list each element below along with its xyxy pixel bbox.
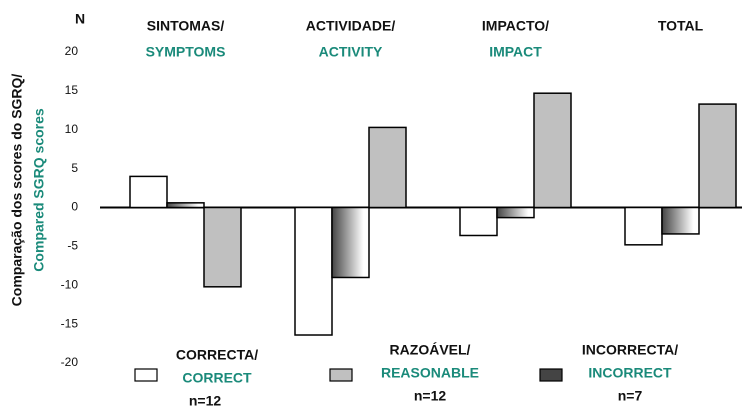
y-tick-label: -15 — [61, 316, 79, 330]
bar — [459, 206, 498, 237]
group-label: IMPACT — [489, 44, 542, 60]
legend-n: n=12 — [414, 388, 447, 404]
y-tick-label: -5 — [67, 239, 78, 253]
bar — [331, 206, 370, 279]
group-label: SINTOMAS/ — [147, 18, 225, 34]
y-tick-label: -20 — [61, 355, 79, 369]
bar — [203, 206, 242, 288]
y-unit: N — [75, 11, 85, 27]
legend-swatch — [539, 368, 563, 382]
y-tick-label: 20 — [65, 44, 79, 58]
legend-label: INCORRECT — [588, 365, 672, 381]
y-axis-label: Comparação dos scores do SGRQ/ — [9, 74, 25, 307]
y-tick-label: 10 — [65, 122, 79, 136]
bar — [624, 206, 663, 246]
bar — [533, 92, 572, 209]
legend-label: CORRECTA/ — [176, 347, 258, 363]
bar — [129, 175, 168, 209]
legend-label: INCORRECTA/ — [582, 342, 678, 358]
group-label: TOTAL — [658, 18, 704, 34]
legend-label: RAZOÁVEL/ — [390, 342, 471, 358]
y-tick-label: 5 — [71, 161, 78, 175]
y-tick-label: 15 — [65, 83, 79, 97]
bar — [368, 126, 407, 209]
y-tick-label: 0 — [71, 200, 78, 214]
legend-n: n=7 — [618, 388, 643, 404]
group-label: ACTIVITY — [319, 44, 383, 60]
bar — [661, 206, 700, 235]
legend-n: n=12 — [189, 393, 222, 408]
legend-label: REASONABLE — [381, 365, 479, 381]
legend-swatch — [329, 368, 353, 382]
bar — [166, 202, 205, 209]
group-label: SYMPTOMS — [146, 44, 226, 60]
y-tick-label: -10 — [61, 277, 79, 291]
group-label: ACTIVIDADE/ — [306, 18, 396, 34]
bar — [496, 206, 535, 219]
legend-swatch — [134, 368, 158, 382]
y-axis-label: Compared SGRQ scores — [31, 108, 47, 272]
group-label: IMPACTO/ — [482, 18, 549, 34]
bar — [294, 206, 333, 336]
legend-label: CORRECT — [182, 370, 252, 386]
bar — [698, 103, 737, 209]
